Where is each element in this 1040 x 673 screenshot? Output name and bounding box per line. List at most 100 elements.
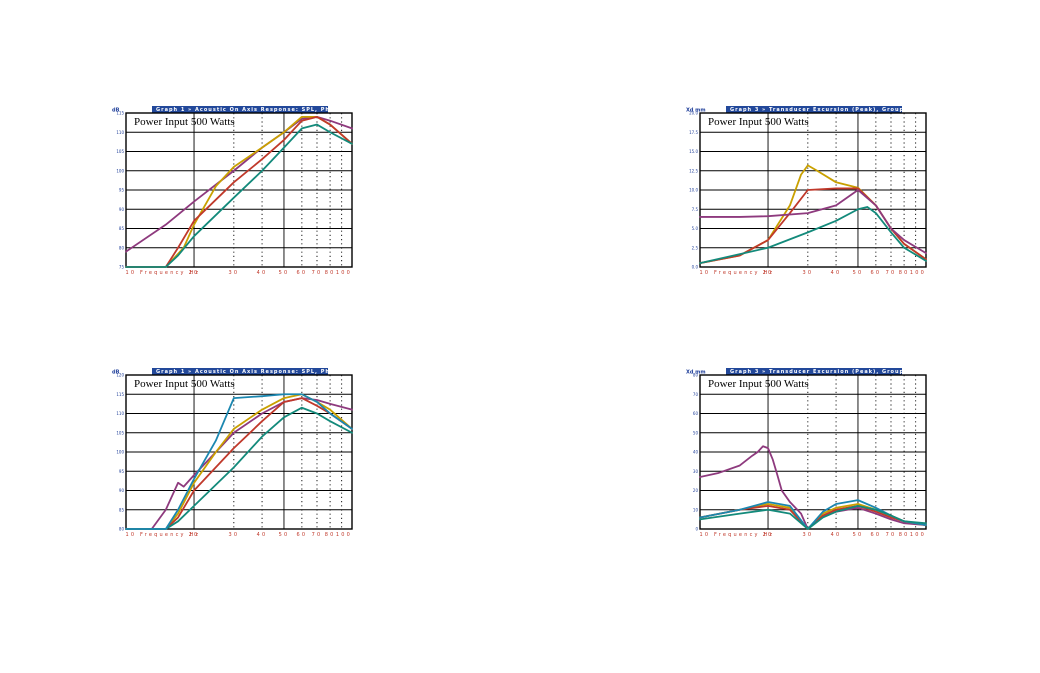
y-unit-label: dB bbox=[112, 370, 120, 376]
power-annotation: Power Input 500 Watts bbox=[708, 116, 809, 128]
y-unit-label: Xd mm bbox=[686, 370, 706, 376]
chart-panel-bottom-right: Xd mm Graph 3 » Transducer Excursion (Pea… bbox=[684, 366, 934, 538]
x-tick-label: 60 bbox=[870, 270, 881, 276]
x-tick-label: 20 bbox=[189, 532, 200, 538]
title-banner bbox=[152, 368, 328, 375]
x-tick-label: 20 bbox=[189, 270, 200, 276]
y-tick-label: 100 bbox=[116, 450, 124, 455]
chart-excursion-graph-3-bottom: Xd mm Graph 3 » Transducer Excursion (Pea… bbox=[686, 368, 928, 538]
x-tick-label: 30 bbox=[228, 532, 239, 538]
y-tick-label: 0 bbox=[695, 527, 698, 532]
series-line-4 bbox=[699, 505, 927, 530]
x-tick-label: 100 bbox=[336, 270, 352, 276]
chart-panel-top-left: dB Graph 1 » Acoustic On Axis Response: S… bbox=[110, 104, 360, 276]
y-tick-label: 60 bbox=[693, 411, 699, 416]
power-annotation: Power Input 500 Watts bbox=[134, 378, 235, 390]
y-tick-label: 40 bbox=[693, 450, 699, 455]
x-tick-label: 10 Frequency Hz bbox=[700, 270, 775, 276]
x-tick-label: 30 bbox=[802, 532, 813, 538]
y-tick-label: 10 bbox=[693, 507, 699, 512]
y-tick-label: 105 bbox=[116, 149, 124, 154]
chart-panel-bottom-left: dB Graph 1 » Acoustic On Axis Response: S… bbox=[110, 366, 360, 538]
x-tick-label: 20 bbox=[763, 270, 774, 276]
x-tick-label: 70 bbox=[312, 270, 323, 276]
x-tick-label: 50 bbox=[853, 532, 864, 538]
x-tick-label: 50 bbox=[853, 270, 864, 276]
title-banner bbox=[726, 106, 902, 113]
y-tick-label: 80 bbox=[119, 245, 125, 250]
x-tick-label: 40 bbox=[257, 532, 268, 538]
x-tick-label: 80 bbox=[325, 532, 336, 538]
x-tick-label: 10 Frequency Hz bbox=[126, 270, 201, 276]
x-tick-label: 60 bbox=[296, 532, 307, 538]
x-tick-label: 80 bbox=[899, 270, 910, 276]
x-tick-label: 100 bbox=[910, 532, 926, 538]
series-line-2 bbox=[699, 505, 927, 530]
y-tick-label: 95 bbox=[119, 469, 125, 474]
y-tick-label: 7.5 bbox=[692, 207, 699, 212]
x-tick-label: 60 bbox=[870, 532, 881, 538]
y-tick-label: 15.0 bbox=[689, 149, 698, 154]
y-tick-label: 0.0 bbox=[692, 265, 699, 270]
x-tick-label: 10 Frequency Hz bbox=[126, 532, 201, 538]
y-tick-label: 105 bbox=[116, 430, 124, 435]
series-line-2 bbox=[125, 115, 353, 268]
x-tick-label: 80 bbox=[325, 270, 336, 276]
chart-spl-graph-1-top: dB Graph 1 » Acoustic On Axis Response: S… bbox=[112, 106, 353, 276]
x-tick-label: 40 bbox=[831, 270, 842, 276]
x-tick-label: 100 bbox=[336, 532, 352, 538]
y-tick-label: 12.5 bbox=[689, 168, 698, 173]
x-tick-label: 50 bbox=[279, 270, 290, 276]
chart-title: Graph 3 » Transducer Excursion (Peak), G… bbox=[730, 107, 928, 113]
y-tick-label: 115 bbox=[116, 392, 124, 397]
x-tick-label: 50 bbox=[279, 532, 290, 538]
chart-excursion-graph-3-top: Xd mm Graph 3 » Transducer Excursion (Pea… bbox=[686, 106, 928, 276]
series-line-0 bbox=[699, 445, 927, 530]
y-tick-label: 50 bbox=[693, 430, 699, 435]
x-tick-label: 100 bbox=[910, 270, 926, 276]
y-tick-label: 120 bbox=[116, 373, 124, 378]
series-line-3 bbox=[699, 206, 927, 265]
y-tick-label: 85 bbox=[119, 226, 125, 231]
power-annotation: Power Input 500 Watts bbox=[134, 116, 235, 128]
y-tick-label: 115 bbox=[116, 111, 124, 116]
y-tick-label: 70 bbox=[693, 392, 699, 397]
y-tick-label: 30 bbox=[693, 469, 699, 474]
series-line-2 bbox=[125, 397, 353, 530]
y-tick-label: 95 bbox=[119, 188, 125, 193]
x-tick-label: 70 bbox=[886, 532, 897, 538]
x-tick-label: 20 bbox=[763, 532, 774, 538]
y-tick-label: 5.0 bbox=[692, 226, 699, 231]
x-tick-label: 40 bbox=[257, 270, 268, 276]
chart-spl-graph-1-bottom: dB Graph 1 » Acoustic On Axis Response: S… bbox=[112, 368, 353, 538]
power-annotation: Power Input 500 Watts bbox=[708, 378, 809, 390]
x-tick-label: 30 bbox=[228, 270, 239, 276]
y-tick-label: 10.0 bbox=[689, 188, 698, 193]
chart-title: Graph 1 » Acoustic On Axis Response: SPL… bbox=[156, 369, 343, 375]
y-tick-label: 110 bbox=[116, 411, 124, 416]
chart-title: Graph 3 » Transducer Excursion (Peak), G… bbox=[730, 369, 928, 375]
series-line-4 bbox=[125, 393, 353, 530]
y-tick-label: 85 bbox=[119, 507, 125, 512]
y-tick-label: 80 bbox=[693, 373, 699, 378]
title-banner bbox=[726, 368, 902, 375]
series-line-1 bbox=[699, 187, 927, 265]
y-tick-label: 100 bbox=[116, 168, 124, 173]
y-tick-label: 90 bbox=[119, 207, 125, 212]
series-line-3 bbox=[125, 406, 353, 530]
x-tick-label: 30 bbox=[802, 270, 813, 276]
x-tick-label: 70 bbox=[886, 270, 897, 276]
y-tick-label: 110 bbox=[116, 130, 124, 135]
x-tick-label: 60 bbox=[296, 270, 307, 276]
series-line-3 bbox=[125, 123, 353, 268]
y-tick-label: 80 bbox=[119, 527, 125, 532]
x-tick-label: 40 bbox=[831, 532, 842, 538]
y-tick-label: 2.5 bbox=[692, 245, 699, 250]
y-tick-label: 75 bbox=[119, 265, 125, 270]
y-unit-label: Xd mm bbox=[686, 108, 706, 114]
series-line-2 bbox=[699, 189, 927, 255]
y-tick-label: 17.5 bbox=[689, 130, 698, 135]
y-tick-label: 20 bbox=[693, 488, 699, 493]
y-tick-label: 20.0 bbox=[689, 111, 698, 116]
x-tick-label: 70 bbox=[312, 532, 323, 538]
